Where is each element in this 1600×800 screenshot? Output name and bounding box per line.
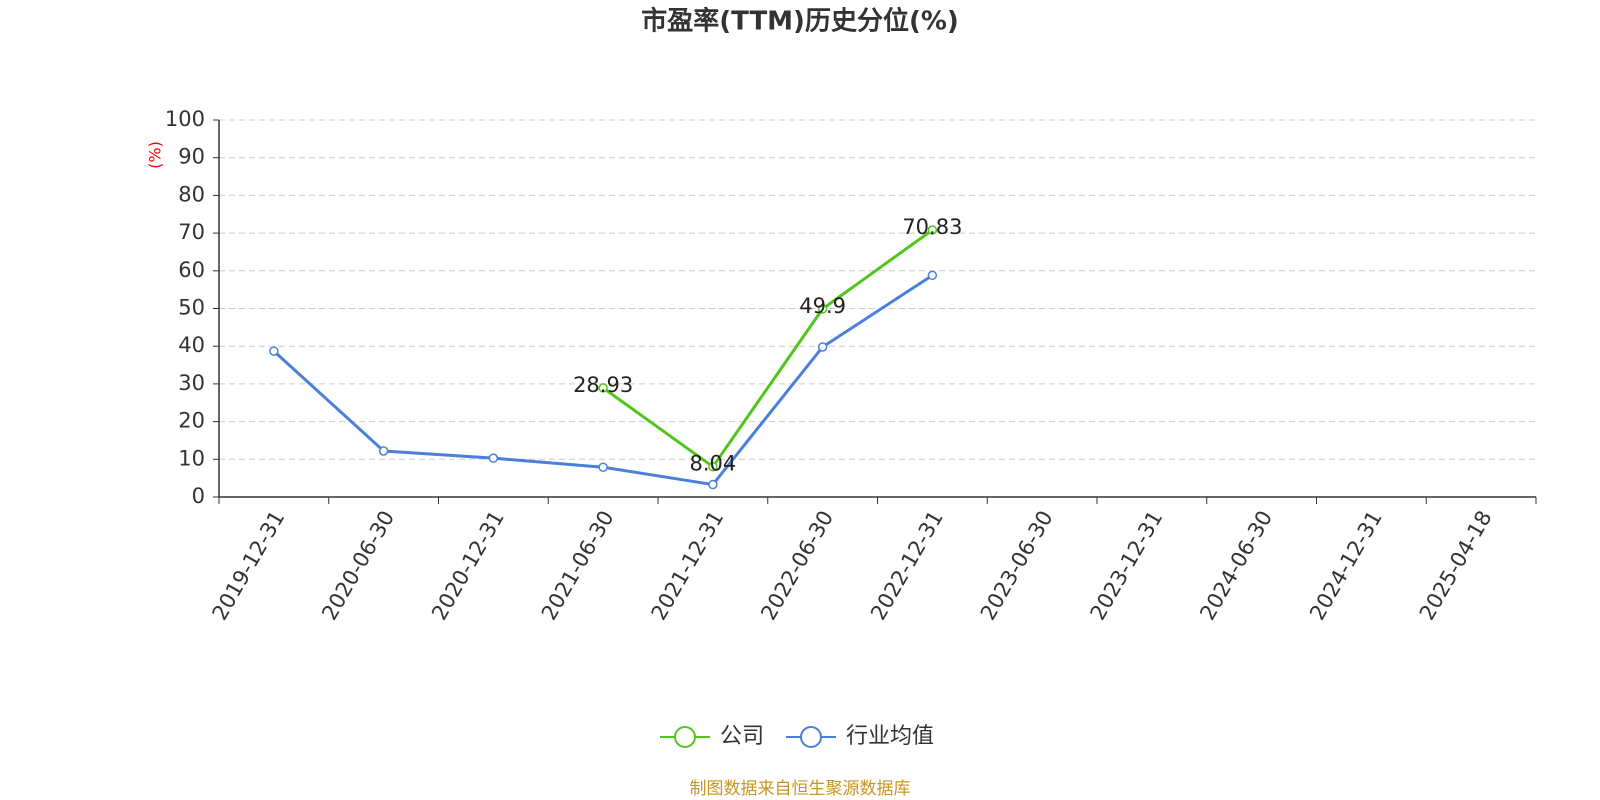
data-point — [378, 446, 389, 456]
source-note: 制图数据来自恒生聚源数据库 — [690, 779, 911, 799]
data-point — [598, 462, 608, 472]
data-point — [708, 461, 718, 472]
x-tick-label: 2021-12-31 — [647, 507, 729, 625]
x-tick-label: 2024-12-31 — [1305, 507, 1387, 625]
x-tick-label: 2020-12-31 — [427, 507, 509, 625]
y-tick-label: 70 — [178, 220, 205, 244]
y-tick-label: 30 — [178, 371, 205, 395]
legend-label: 公司 — [720, 724, 764, 749]
y-tick-label: 10 — [178, 446, 205, 470]
x-tick-label: 2023-06-30 — [976, 507, 1058, 625]
data-point — [927, 225, 938, 235]
legend-marker — [674, 726, 696, 748]
x-tick-label: 2020-06-30 — [317, 507, 399, 625]
y-tick-label: 90 — [178, 145, 205, 169]
data-point — [269, 346, 279, 356]
x-tick-label: 2019-12-31 — [208, 507, 290, 625]
y-tick-label: 100 — [165, 107, 205, 131]
y-tick-label: 60 — [178, 258, 205, 282]
data-point — [817, 304, 828, 314]
chart-title: 市盈率(TTM)历史分位(%) — [641, 6, 959, 37]
x-tick-label: 2025-04-18 — [1415, 507, 1497, 625]
x-tick-label: 2022-06-30 — [756, 507, 838, 625]
data-label: 70.83 — [902, 215, 962, 239]
legend-item[interactable]: 公司 — [660, 724, 764, 749]
x-tick-label: 2021-06-30 — [537, 507, 619, 625]
x-tick-label: 2024-06-30 — [1195, 507, 1277, 625]
legend-item[interactable]: 行业均值 — [786, 724, 934, 749]
data-point — [488, 453, 499, 463]
data-point — [817, 342, 828, 352]
y-axis-label: (%) — [146, 141, 165, 169]
y-tick-label: 80 — [178, 182, 205, 206]
data-point — [927, 270, 938, 281]
legend-label: 行业均值 — [846, 724, 934, 749]
x-tick-label: 2022-12-31 — [866, 507, 948, 625]
legend-marker — [800, 726, 823, 748]
x-tick-label: 2023-12-31 — [1086, 507, 1168, 625]
data-label: 28.93 — [573, 373, 633, 397]
data-point — [598, 383, 608, 393]
data-label: 8.04 — [689, 452, 736, 476]
series-line — [602, 228, 934, 469]
data-point — [708, 479, 718, 490]
data-label: 49.9 — [799, 294, 846, 318]
y-tick-label: 0 — [192, 484, 205, 508]
y-tick-label: 40 — [178, 333, 205, 357]
y-tick-label: 20 — [178, 409, 205, 433]
y-tick-label: 50 — [178, 296, 205, 320]
